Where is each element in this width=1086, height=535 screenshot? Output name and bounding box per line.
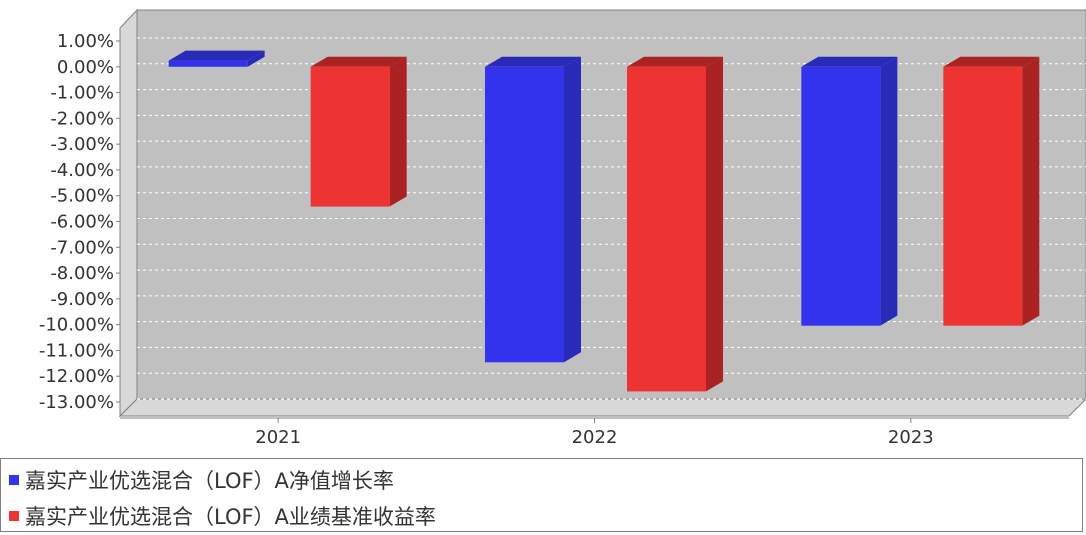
bar-top-face: [801, 56, 898, 67]
y-tick-label: -2.00%: [50, 108, 114, 129]
plot-background: [118, 8, 1086, 418]
legend-item-benchmark: 嘉实产业优选混合（LOF）A业绩基准收益率: [9, 501, 436, 531]
bar-front-face: [943, 66, 1023, 326]
y-tick-label: -10.00%: [39, 315, 114, 336]
grid-lines: [137, 37, 1086, 400]
bar-front-face: [310, 66, 390, 207]
y-tick-label: -3.00%: [50, 134, 114, 155]
y-tick-label: -8.00%: [50, 263, 114, 284]
axes: [120, 417, 1069, 423]
y-tick-label: -9.00%: [50, 289, 114, 310]
legend-swatch-red: [9, 511, 19, 521]
bar-front-face: [485, 66, 564, 363]
y-axis-tick-labels: 1.00% 0.00% -1.00% -2.00% -3.00% -4.00% -5.00%…: [39, 31, 120, 413]
back-wall: [136, 9, 1086, 400]
y-tick-label: 1.00%: [57, 31, 114, 52]
bar-side-face: [247, 50, 265, 67]
bar-top-face: [943, 56, 1040, 67]
bar-side-face: [389, 56, 407, 207]
legend-swatch-blue: [9, 475, 19, 485]
bar-side-face: [564, 56, 581, 363]
bar-front-face: [168, 60, 248, 67]
y-tick-label: -7.00%: [50, 237, 114, 258]
bar-nav-growth-2022: [485, 56, 581, 363]
legend-label-nav-growth: 嘉实产业优选混合（LOF）A净值增长率: [25, 469, 394, 493]
bar-top-face: [485, 56, 581, 67]
bar-side-face: [880, 56, 898, 326]
x-tick-label: 2021: [255, 427, 301, 448]
floor: [118, 398, 1086, 417]
legend: 嘉实产业优选混合（LOF）A净值增长率 嘉实产业优选混合（LOF）A业绩基准收益…: [0, 458, 1083, 532]
bar-benchmark-2022: [627, 56, 723, 392]
bar-top-face: [310, 56, 407, 67]
x-axis-tick-labels: 2021 2022 2023: [255, 427, 933, 448]
bar-side-face: [706, 56, 723, 392]
bar-benchmark-2021: [310, 56, 407, 207]
bar-nav-growth-2023: [801, 56, 898, 326]
y-tick-label: -4.00%: [50, 160, 114, 181]
bar-front-face: [801, 66, 881, 326]
bar-top-face: [168, 50, 265, 61]
x-tick-label: 2023: [888, 427, 934, 448]
bar-nav-growth-2021: [168, 50, 265, 67]
bar-side-face: [1022, 56, 1040, 326]
bar-chart: 1.00% 0.00% -1.00% -2.00% -3.00% -4.00% -5.00%…: [39, 8, 1086, 448]
y-tick-label: -13.00%: [39, 392, 114, 413]
left-wall: [119, 8, 138, 418]
y-tick-label: -1.00%: [50, 83, 114, 104]
legend-item-nav-growth: 嘉实产业优选混合（LOF）A净值增长率: [9, 465, 394, 495]
y-tick-label: -5.00%: [50, 186, 114, 207]
y-tick-label: -11.00%: [39, 340, 114, 361]
bar-benchmark-2023: [943, 56, 1040, 326]
bar-front-face: [627, 66, 706, 392]
bars: [168, 50, 1040, 392]
legend-label-benchmark: 嘉实产业优选混合（LOF）A业绩基准收益率: [25, 505, 436, 529]
y-tick-label: -12.00%: [39, 366, 114, 387]
y-tick-label: -6.00%: [50, 212, 114, 233]
x-tick-label: 2022: [572, 427, 618, 448]
y-tick-label: 0.00%: [57, 57, 114, 78]
bar-top-face: [627, 56, 723, 67]
